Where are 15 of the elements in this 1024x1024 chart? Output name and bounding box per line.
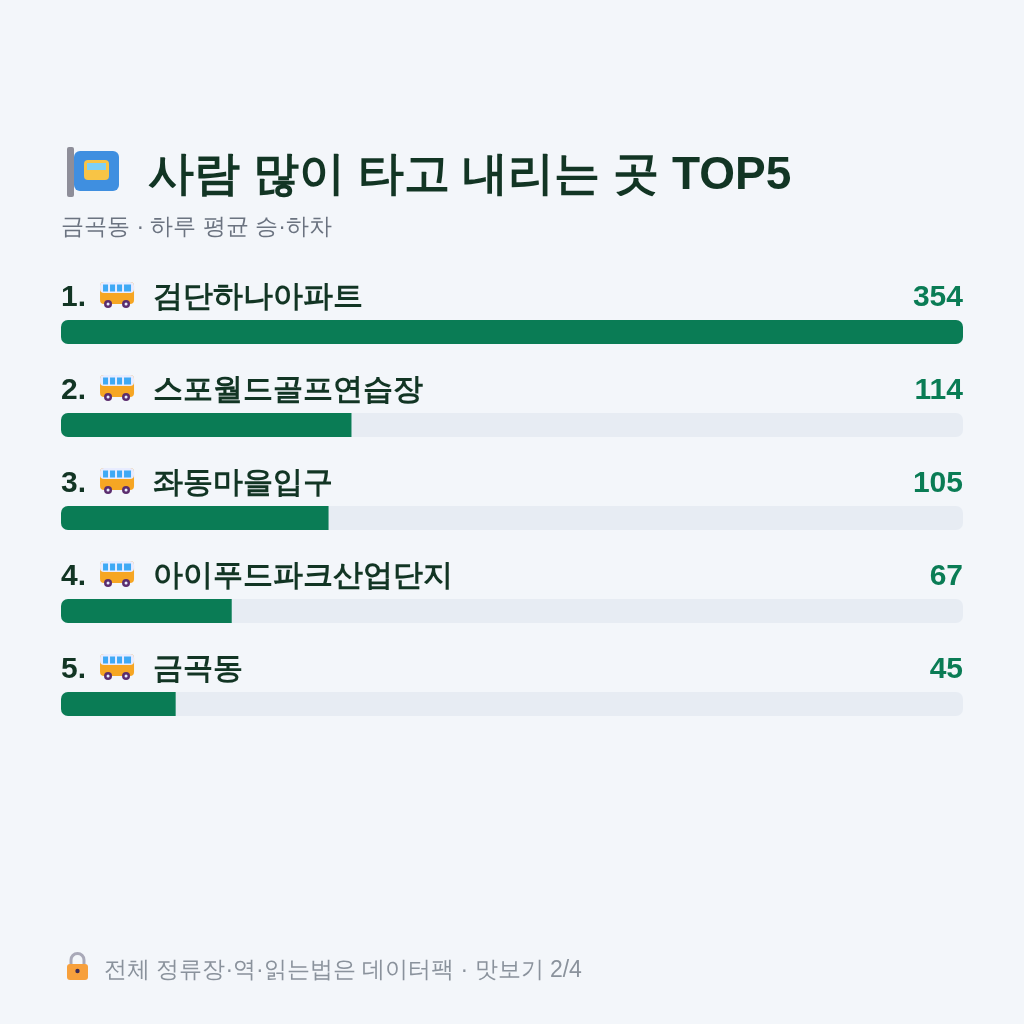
chart-subtitle: 금곡동 · 하루 평균 승·하차: [61, 213, 332, 239]
data-label: 114: [914, 372, 964, 405]
data-label: 45: [929, 651, 963, 684]
category-label: 3. 좌동마을입구: [61, 465, 334, 498]
category-label: 5. 금곡동: [61, 651, 244, 684]
category-label: 4. 아이푸드파크산업단지: [61, 558, 454, 591]
bar: [61, 599, 232, 623]
chart-title: 사람 많이 타고 내리는 곳 TOP5: [148, 147, 792, 199]
data-label: 354: [912, 279, 964, 312]
text: 전체 정류장·역·읽는법은 데이터팩 · 맛보기 2/4: [104, 956, 583, 982]
data-label: 105: [912, 465, 963, 498]
category-label: 1. 검단하나아파트: [61, 279, 364, 312]
category-label: 2. 스포월드골프연습장: [61, 372, 424, 405]
data-label: 67: [929, 558, 963, 591]
bar: [61, 692, 176, 716]
